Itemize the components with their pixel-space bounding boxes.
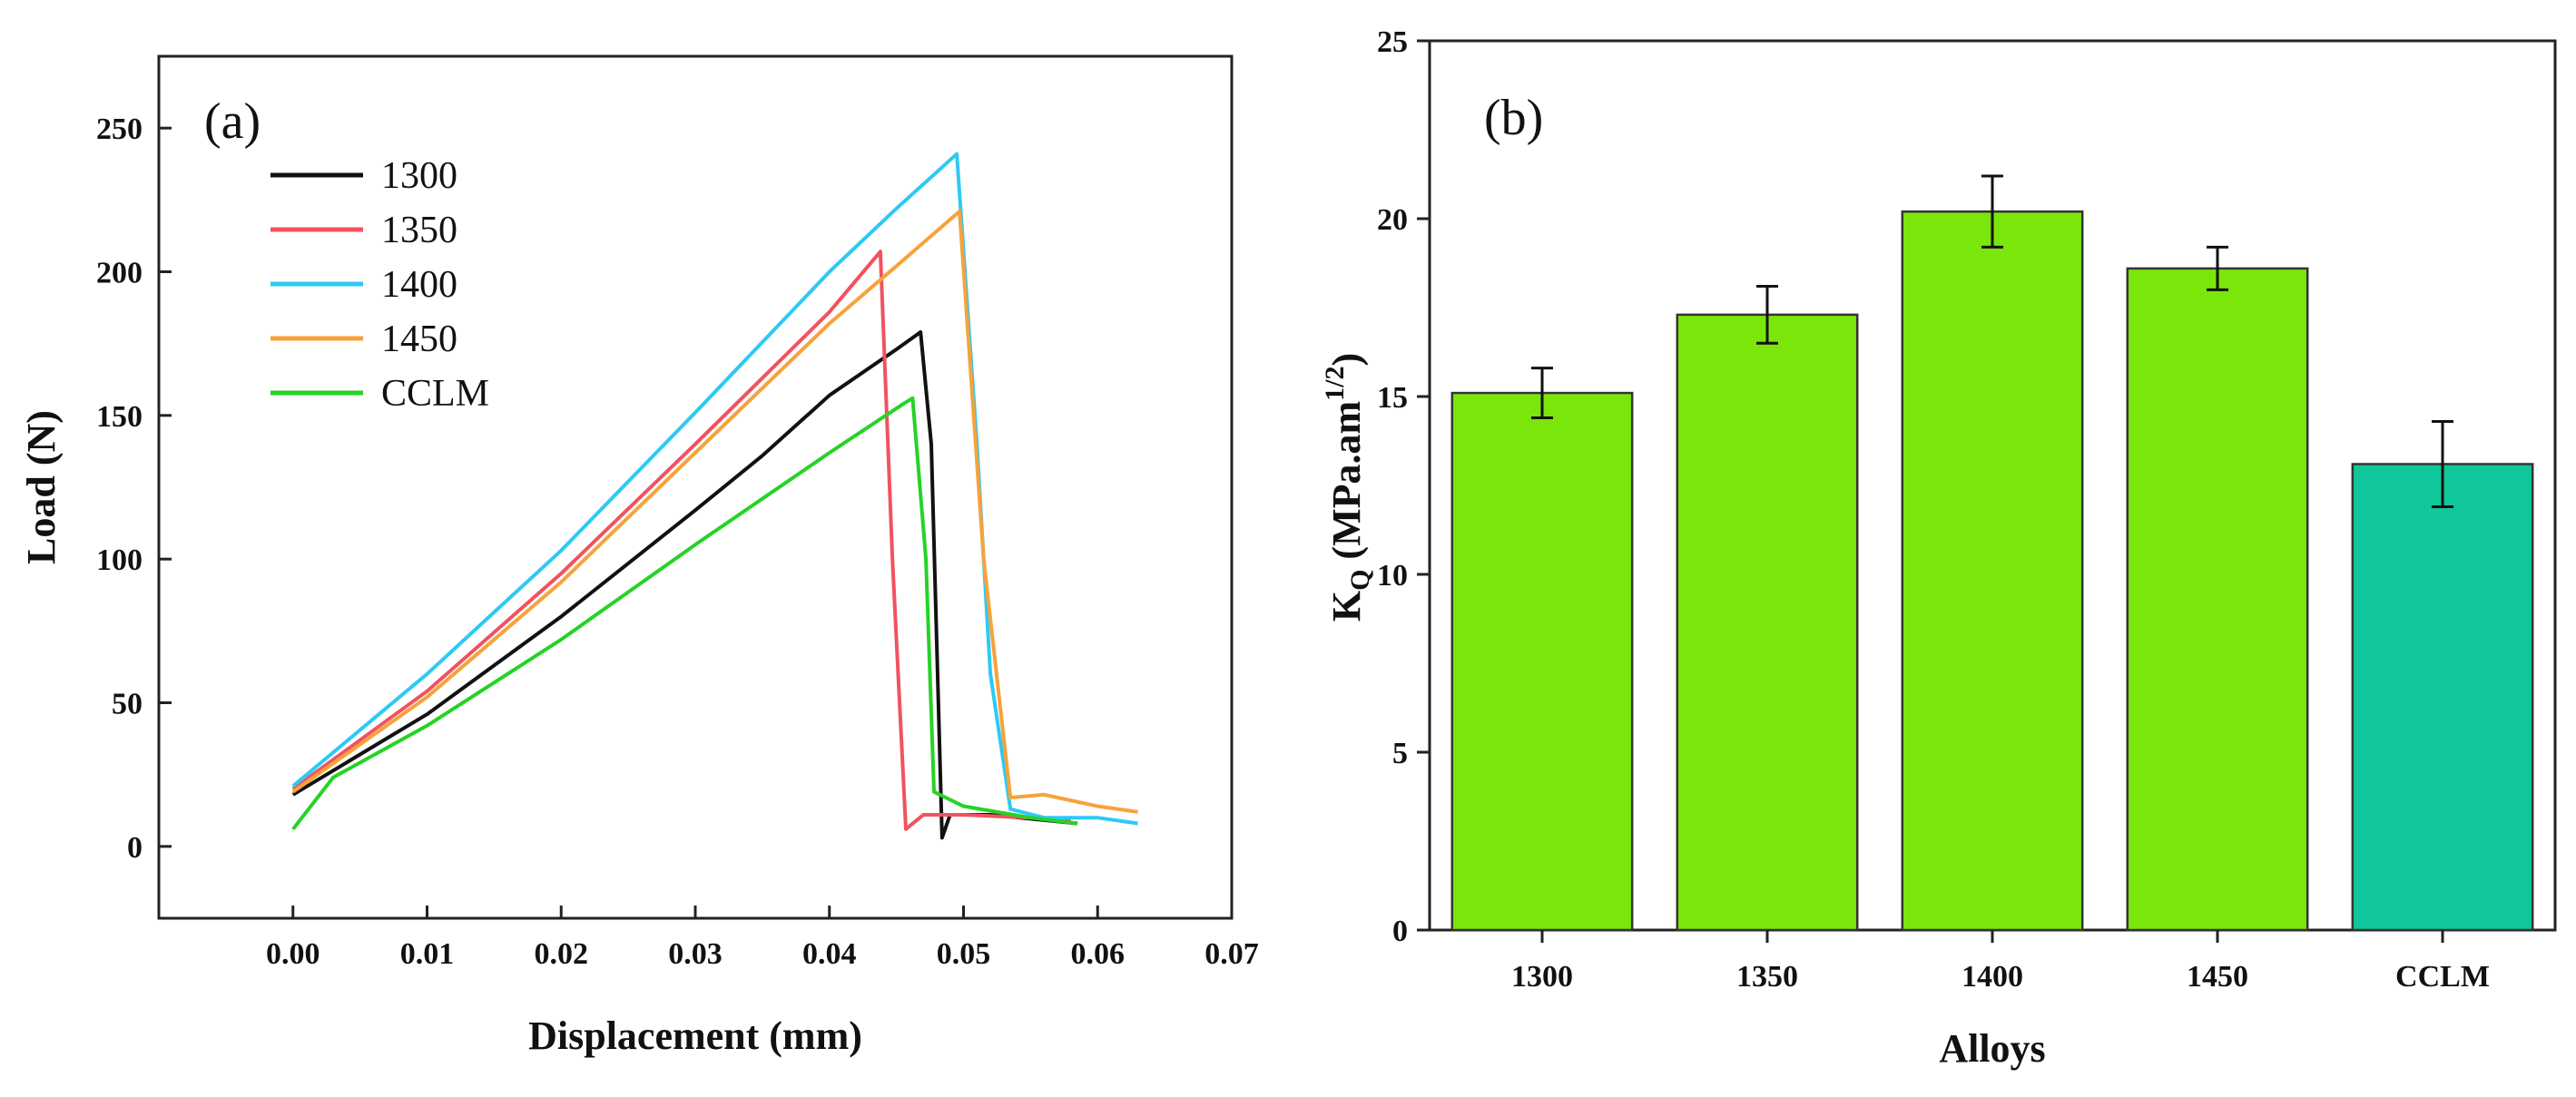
- y-tick-label: 15: [1377, 381, 1408, 415]
- y-tick-label: 50: [112, 688, 143, 721]
- y-tick-label: 25: [1377, 25, 1408, 59]
- error-bars: [1531, 174, 2453, 509]
- bar-1300: [1450, 391, 1634, 932]
- y-tick-label: 10: [1377, 559, 1408, 593]
- x-tick-label: 0.07: [1204, 937, 1259, 971]
- x-tick-label: 0.00: [266, 937, 320, 971]
- x-axis-ticks: 0.00 0.01 0.02 0.03 0.04 0.05 0.06 0.07: [266, 906, 1259, 971]
- legend-label: 1450: [381, 318, 457, 360]
- x-tick-label: 0.06: [1071, 937, 1126, 971]
- y-tick-label: 5: [1392, 737, 1408, 770]
- legend-label: 1350: [381, 210, 457, 251]
- x-tick-label: 0.04: [802, 937, 857, 971]
- legend: 1300 1350 1400 1450 CCLM: [270, 155, 489, 415]
- bar-1450: [2126, 267, 2309, 932]
- x-tick-label: 1300: [1511, 960, 1573, 994]
- y-axis-title-main: K: [1324, 591, 1369, 622]
- x-axis-title: Displacement (mm): [528, 1014, 862, 1058]
- y-axis-title-subscript: Q: [1345, 570, 1375, 591]
- y-axis-ticks: 0 50 100 150 200 250: [96, 113, 172, 865]
- y-tick-label: 200: [96, 257, 143, 290]
- x-tick-label: 0.01: [400, 937, 455, 971]
- legend-label: 1300: [381, 155, 457, 197]
- y-axis-title-units: (MPa.am: [1324, 401, 1369, 570]
- plot-frame: [157, 54, 1234, 920]
- series-line-cclm: [291, 396, 1078, 831]
- x-tick-label: 1400: [1961, 960, 2023, 994]
- series-line-1450: [291, 210, 1138, 814]
- bar-1350: [1676, 313, 1859, 932]
- series-line-1400: [291, 152, 1138, 826]
- y-axis-title-superscript: 1/2: [1320, 367, 1350, 401]
- bar-1400: [1901, 210, 2084, 932]
- y-tick-label: 250: [96, 113, 143, 146]
- x-tick-label: 0.03: [668, 937, 723, 971]
- x-tick-label: 0.02: [535, 937, 589, 971]
- x-axis-title: Alloys: [1939, 1026, 2045, 1071]
- x-axis-ticks: 1300 1350 1400 1450 CCLM: [1511, 930, 2490, 994]
- fracture-toughness-chart: 1300 1350 1400 1450 CCLM 0 5 10 15 20 25 (b) Allo…: [1320, 25, 2557, 1071]
- y-tick-label: 100: [96, 544, 143, 577]
- bar-cclm: [2351, 463, 2534, 932]
- legend-label: 1400: [381, 264, 457, 306]
- bars: [1450, 210, 2534, 932]
- x-tick-label: CCLM: [2395, 960, 2490, 994]
- y-tick-label: 20: [1377, 203, 1408, 237]
- x-tick-label: 1350: [1736, 960, 1798, 994]
- series-lines: [291, 152, 1138, 840]
- y-axis-title: Load (N): [19, 410, 64, 564]
- panel-label-b: (b): [1484, 90, 1543, 146]
- series-line-1350: [291, 250, 1071, 831]
- panel-label-a: (a): [204, 93, 261, 150]
- x-tick-label: 0.05: [937, 937, 991, 971]
- x-tick-label: 1450: [2187, 960, 2248, 994]
- load-displacement-chart: 0.00 0.01 0.02 0.03 0.04 0.05 0.06 0.07 0 50 100 1…: [19, 54, 1259, 1058]
- y-axis-title-close: ): [1324, 353, 1369, 367]
- legend-label: CCLM: [381, 373, 489, 415]
- y-tick-label: 150: [96, 400, 143, 434]
- y-tick-label: 0: [1392, 915, 1408, 948]
- y-axis-title: KQ (MPa.am1/2): [1320, 353, 1375, 622]
- y-tick-label: 0: [127, 831, 143, 865]
- y-axis-ticks: 0 5 10 15 20 25: [1377, 25, 1430, 948]
